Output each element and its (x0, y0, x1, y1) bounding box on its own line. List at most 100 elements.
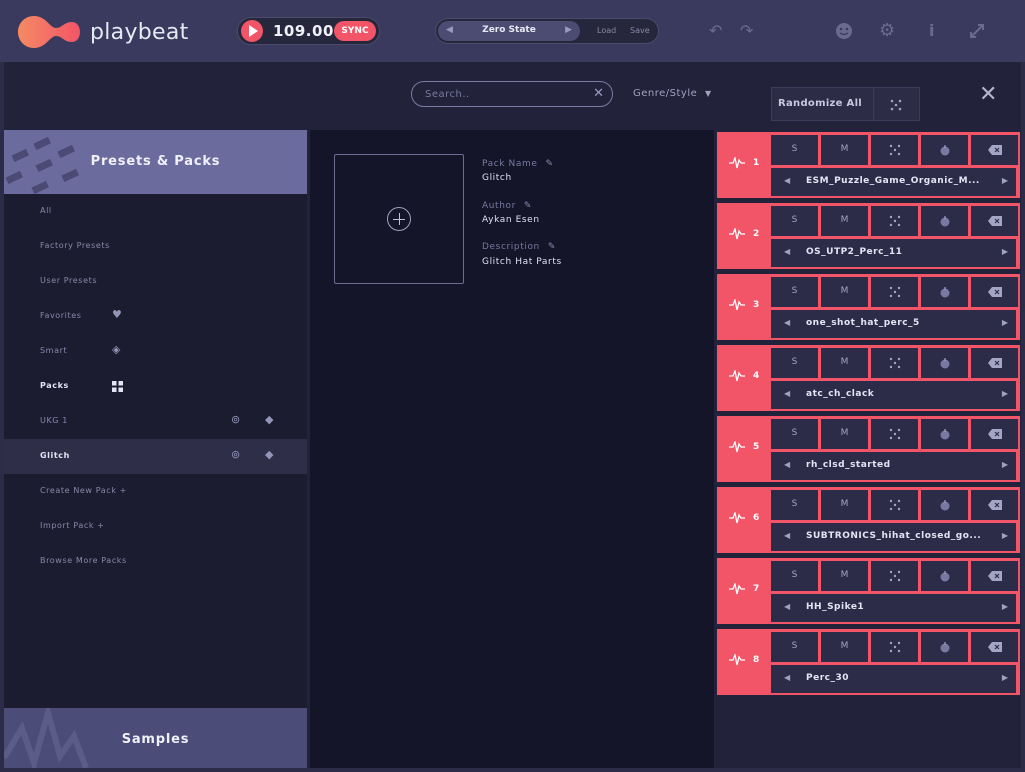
randomize-track-button[interactable] (871, 277, 918, 307)
sample-next-icon[interactable]: ▶ (1001, 673, 1008, 682)
track-header[interactable]: 6 (717, 487, 769, 553)
sample-prev-icon[interactable]: ◀ (784, 247, 791, 256)
clear-search-icon[interactable]: ✕ (593, 86, 604, 101)
sample-next-icon[interactable]: ▶ (1001, 389, 1008, 398)
add-artwork-icon[interactable] (387, 207, 411, 231)
sample-selector[interactable]: ◀ ESM_Puzzle_Game_Organic_M... ▶ (771, 168, 1016, 196)
solo-button[interactable]: S (771, 490, 818, 520)
track-header[interactable]: 2 (717, 203, 769, 269)
sample-prev-icon[interactable]: ◀ (784, 673, 791, 682)
face-icon[interactable] (835, 22, 853, 40)
play-button[interactable] (241, 20, 263, 42)
mute-button[interactable]: M (821, 490, 868, 520)
sidebar-item-smart[interactable]: Smart ◈ (4, 334, 307, 369)
volume-knob-button[interactable] (921, 632, 968, 662)
clear-track-button[interactable] (971, 490, 1018, 520)
track-header[interactable]: 3 (717, 274, 769, 340)
sample-selector[interactable]: ◀ rh_clsd_started ▶ (771, 452, 1016, 480)
mute-button[interactable]: M (821, 135, 868, 165)
preset-name[interactable]: Zero State (482, 25, 536, 35)
save-button[interactable]: Save (630, 26, 650, 35)
solo-button[interactable]: S (771, 277, 818, 307)
sample-prev-icon[interactable]: ◀ (784, 318, 791, 327)
clear-track-button[interactable] (971, 419, 1018, 449)
close-icon[interactable]: ✕ (979, 82, 998, 107)
dice-icon[interactable] (889, 98, 903, 112)
sidebar-item-import-pack[interactable]: Import Pack + (4, 509, 307, 544)
sample-selector[interactable]: ◀ HH_Spike1 ▶ (771, 594, 1016, 622)
sidebar-item-factory-presets[interactable]: Factory Presets (4, 229, 307, 264)
clear-track-button[interactable] (971, 206, 1018, 236)
randomize-all-button[interactable]: Randomize All (778, 98, 863, 109)
solo-button[interactable]: S (771, 206, 818, 236)
sample-next-icon[interactable]: ▶ (1001, 602, 1008, 611)
sidebar-item-glitch[interactable]: Glitch ⊚ ◆ (4, 439, 307, 474)
undo-icon[interactable]: ↶ (709, 21, 723, 40)
track-header[interactable]: 5 (717, 416, 769, 482)
bpm-value[interactable]: 109.00 (273, 22, 334, 40)
eraser-icon[interactable]: ◆ (265, 448, 274, 461)
volume-knob-button[interactable] (921, 277, 968, 307)
randomize-track-button[interactable] (871, 419, 918, 449)
solo-button[interactable]: S (771, 348, 818, 378)
sidebar-item-browse-more-packs[interactable]: Browse More Packs (4, 544, 307, 579)
track-header[interactable]: 7 (717, 558, 769, 624)
randomize-track-button[interactable] (871, 632, 918, 662)
track-header[interactable]: 1 (717, 132, 769, 198)
broadcast-icon[interactable]: ⊚ (231, 413, 241, 426)
volume-knob-button[interactable] (921, 561, 968, 591)
sample-next-icon[interactable]: ▶ (1001, 247, 1008, 256)
sidebar-item-favorites[interactable]: Favorites ♥ (4, 299, 307, 334)
info-icon[interactable]: i (929, 21, 935, 40)
edit-pencil-icon[interactable]: ✎ (547, 242, 557, 252)
clear-track-button[interactable] (971, 632, 1018, 662)
samples-tab[interactable]: Samples (4, 708, 307, 768)
sync-button[interactable]: SYNC (334, 21, 376, 41)
load-button[interactable]: Load (597, 26, 617, 35)
sample-selector[interactable]: ◀ atc_ch_clack ▶ (771, 381, 1016, 409)
solo-button[interactable]: S (771, 632, 818, 662)
sidebar-item-all[interactable]: All (4, 194, 307, 229)
randomize-track-button[interactable] (871, 490, 918, 520)
sample-prev-icon[interactable]: ◀ (784, 176, 791, 185)
solo-button[interactable]: S (771, 561, 818, 591)
volume-knob-button[interactable] (921, 135, 968, 165)
sample-selector[interactable]: ◀ Perc_30 ▶ (771, 665, 1016, 693)
sample-selector[interactable]: ◀ one_shot_hat_perc_5 ▶ (771, 310, 1016, 338)
gear-icon[interactable]: ⚙ (879, 20, 896, 41)
solo-button[interactable]: S (771, 419, 818, 449)
clear-track-button[interactable] (971, 135, 1018, 165)
mute-button[interactable]: M (821, 277, 868, 307)
genre-dropdown[interactable]: Genre/Style ▼ (633, 88, 712, 99)
sample-prev-icon[interactable]: ◀ (784, 602, 791, 611)
broadcast-icon[interactable]: ⊚ (231, 448, 241, 461)
clear-track-button[interactable] (971, 348, 1018, 378)
sample-selector[interactable]: ◀ OS_UTP2_Perc_11 ▶ (771, 239, 1016, 267)
eraser-icon[interactable]: ◆ (265, 413, 274, 426)
sample-prev-icon[interactable]: ◀ (784, 460, 791, 469)
track-header[interactable]: 4 (717, 345, 769, 411)
volume-knob-button[interactable] (921, 490, 968, 520)
sample-selector[interactable]: ◀ SUBTRONICS_hihat_closed_go... ▶ (771, 523, 1016, 551)
sample-prev-icon[interactable]: ◀ (784, 531, 791, 540)
solo-button[interactable]: S (771, 135, 818, 165)
mute-button[interactable]: M (821, 348, 868, 378)
randomize-track-button[interactable] (871, 135, 918, 165)
volume-knob-button[interactable] (921, 419, 968, 449)
randomize-track-button[interactable] (871, 348, 918, 378)
sample-next-icon[interactable]: ▶ (1001, 176, 1008, 185)
clear-track-button[interactable] (971, 561, 1018, 591)
mute-button[interactable]: M (821, 419, 868, 449)
preset-next-icon[interactable]: ▶ (565, 25, 572, 35)
mute-button[interactable]: M (821, 206, 868, 236)
sidebar-item-packs[interactable]: Packs (4, 369, 307, 404)
expand-icon[interactable] (969, 23, 985, 39)
sidebar-item-user-presets[interactable]: User Presets (4, 264, 307, 299)
preset-prev-icon[interactable]: ◀ (446, 25, 453, 35)
sample-next-icon[interactable]: ▶ (1001, 460, 1008, 469)
edit-pencil-icon[interactable]: ✎ (523, 201, 533, 211)
pack-artwork[interactable] (334, 154, 464, 284)
sidebar-item-ukg-1[interactable]: UKG 1 ⊚ ◆ (4, 404, 307, 439)
volume-knob-button[interactable] (921, 206, 968, 236)
clear-track-button[interactable] (971, 277, 1018, 307)
